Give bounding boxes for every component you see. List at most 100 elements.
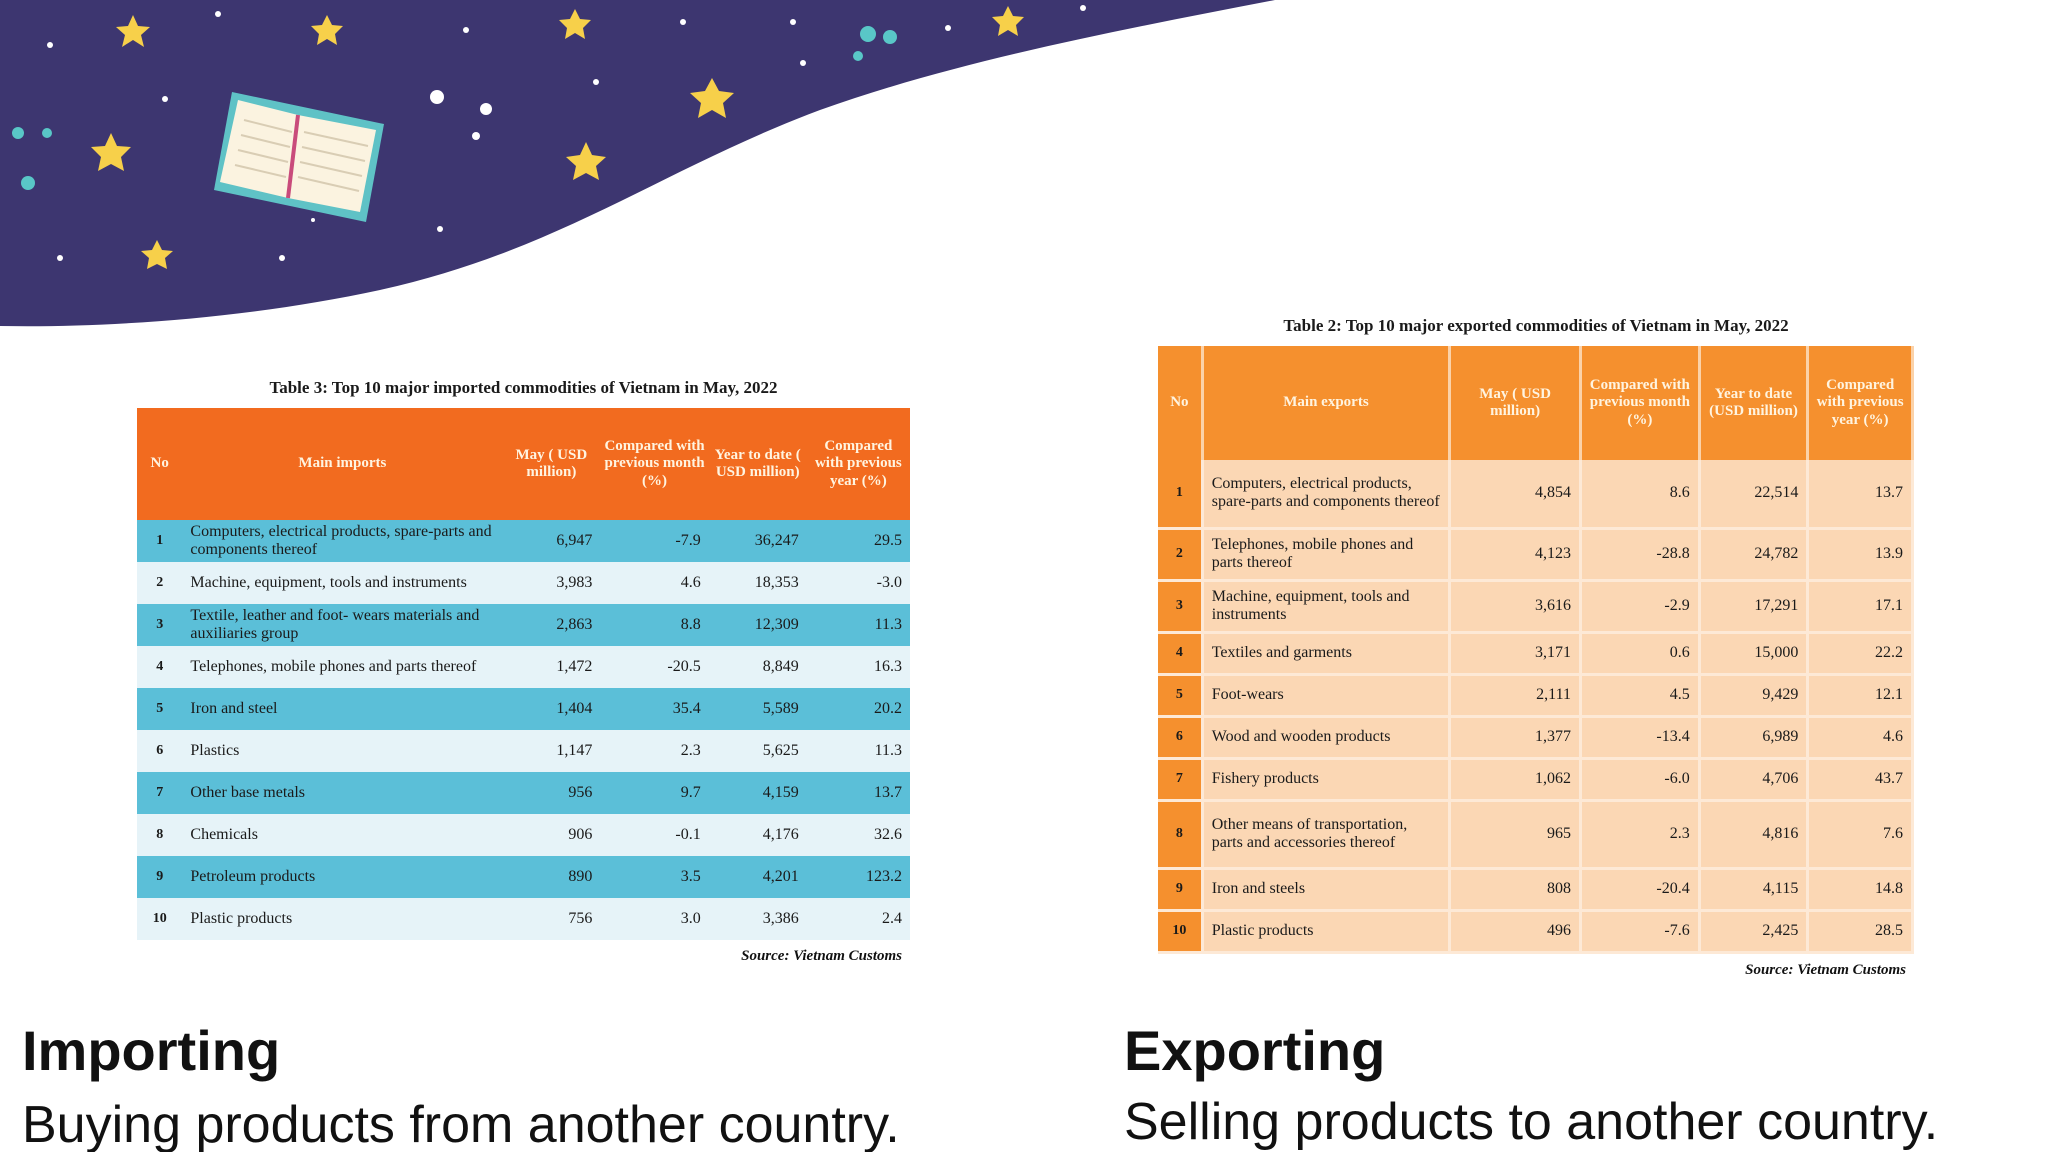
teal-dots — [12, 26, 897, 190]
exports-cell-name: Textiles and garments — [1202, 632, 1452, 676]
exports-table-body: 1 Computers, electrical products, spare-p… — [1158, 460, 1914, 954]
exports-cell-may: 1,377 — [1449, 716, 1582, 760]
exports-header-row: No Main exports May ( USD million) Compa… — [1158, 346, 1914, 460]
exports-cell-mom: -28.8 — [1580, 528, 1701, 582]
exports-cell-name: Other means of transportation, parts and… — [1202, 800, 1452, 870]
imports-cell-mom: 3.5 — [600, 856, 709, 898]
imports-cell-no: 6 — [137, 730, 183, 772]
imports-cell-name: Plastics — [182, 730, 503, 772]
imports-table-title: Table 3: Top 10 major imported commoditi… — [269, 378, 778, 397]
imports-cell-mom: 9.7 — [600, 772, 709, 814]
imports-cell-mom: -20.5 — [600, 646, 709, 688]
exports-cell-mom: -20.4 — [1580, 868, 1701, 912]
imports-cell-mom: -7.9 — [600, 520, 709, 562]
exports-cell-ytd: 15,000 — [1699, 632, 1810, 676]
table-row: 6 Wood and wooden products 1,377 -13.4 6,989… — [1158, 716, 1914, 760]
table-row: 7 Fishery products 1,062 -6.0 4,706 43.7 — [1158, 758, 1914, 802]
imports-cell-name: Textile, leather and foot- wears materia… — [182, 604, 503, 646]
exports-cell-no: 3 — [1158, 580, 1204, 634]
exports-cell-ytd: 6,989 — [1699, 716, 1810, 760]
importing-title: Importing — [22, 1019, 281, 1082]
exports-source: Source: Vietnam Customs — [1745, 961, 1906, 978]
table-row: 3 Textile, leather and foot- wears materi… — [137, 604, 910, 646]
table-row: 9 Iron and steels 808 -20.4 4,115 14.8 — [1158, 868, 1914, 912]
exports-cell-may: 965 — [1449, 800, 1582, 870]
exports-cell-may: 4,854 — [1449, 460, 1582, 530]
exports-cell-ytd: 22,514 — [1699, 460, 1810, 530]
exports-cell-name: Iron and steels — [1202, 868, 1452, 912]
imports-cell-ytd: 4,176 — [708, 814, 807, 856]
exports-cell-name: Computers, electrical products, spare-pa… — [1202, 460, 1452, 530]
night-sky-banner — [0, 0, 1275, 327]
imports-cell-ytd: 36,247 — [708, 520, 807, 562]
exports-cell-ytd: 9,429 — [1699, 674, 1810, 718]
exports-cell-yoy: 17.1 — [1807, 580, 1914, 634]
exports-cell-no: 5 — [1158, 674, 1204, 718]
imports-cell-may: 3,983 — [502, 562, 601, 604]
table-row: 2 Machine, equipment, tools and instrumen… — [137, 562, 910, 604]
imports-cell-name: Other base metals — [182, 772, 503, 814]
exports-cell-may: 2,111 — [1449, 674, 1582, 718]
star-icon — [992, 6, 1024, 36]
table-row: 1 Computers, electrical products, spare-p… — [1158, 460, 1914, 530]
exports-cell-may: 1,062 — [1449, 758, 1582, 802]
exports-cell-mom: 4.5 — [1580, 674, 1701, 718]
exports-cell-ytd: 4,706 — [1699, 758, 1810, 802]
importing-text: Buying products from another country. — [22, 1096, 900, 1152]
exports-cell-mom: -2.9 — [1580, 580, 1701, 634]
imports-cell-ytd: 8,849 — [708, 646, 807, 688]
exports-table-card: Table 2: Top 10 major exported commoditi… — [1158, 306, 1914, 979]
imports-cell-no: 3 — [137, 604, 183, 646]
exports-cell-name: Foot-wears — [1202, 674, 1452, 718]
imports-cell-yoy: 20.2 — [806, 688, 910, 730]
imports-cell-may: 956 — [502, 772, 601, 814]
exporting-text: Selling products to another country. — [1124, 1093, 1939, 1151]
imports-cell-may: 890 — [502, 856, 601, 898]
imports-cell-no: 7 — [137, 772, 183, 814]
imports-header-may: May ( USD million) — [502, 408, 601, 520]
exports-table: No Main exports May ( USD million) Compa… — [1158, 346, 1914, 954]
banner-wave — [0, 0, 1275, 327]
exports-header-yoy: Compared with previous year (%) — [1807, 346, 1914, 460]
star-icon — [559, 9, 591, 39]
imports-cell-no: 9 — [137, 856, 183, 898]
exports-cell-name: Wood and wooden products — [1202, 716, 1452, 760]
exports-cell-ytd: 4,816 — [1699, 800, 1810, 870]
imports-cell-mom: 3.0 — [600, 898, 709, 940]
exports-cell-yoy: 43.7 — [1807, 758, 1914, 802]
imports-cell-no: 5 — [137, 688, 183, 730]
imports-cell-name: Plastic products — [182, 898, 503, 940]
imports-cell-name: Chemicals — [182, 814, 503, 856]
imports-cell-ytd: 18,353 — [708, 562, 807, 604]
imports-source: Source: Vietnam Customs — [741, 948, 902, 964]
exports-cell-ytd: 2,425 — [1699, 910, 1810, 954]
book-icon — [214, 92, 384, 222]
imports-cell-no: 2 — [137, 562, 183, 604]
exports-cell-no: 7 — [1158, 758, 1204, 802]
table-row: 5 Foot-wears 2,111 4.5 9,429 12.1 — [1158, 674, 1914, 718]
imports-cell-may: 1,404 — [502, 688, 601, 730]
exporting-title: Exporting — [1124, 1019, 1386, 1082]
exports-cell-no: 4 — [1158, 632, 1204, 676]
exports-cell-yoy: 14.8 — [1807, 868, 1914, 912]
exports-cell-no: 1 — [1158, 460, 1204, 530]
imports-cell-ytd: 4,159 — [708, 772, 807, 814]
imports-table-card: Table 3: Top 10 major imported commoditi… — [137, 368, 910, 965]
imports-cell-name: Telephones, mobile phones and parts ther… — [182, 646, 503, 688]
exports-cell-may: 496 — [1449, 910, 1582, 954]
imports-cell-may: 1,147 — [502, 730, 601, 772]
exports-table-title: Table 2: Top 10 major exported commoditi… — [1283, 316, 1789, 335]
imports-header-mom: Compared with previous month (%) — [600, 408, 709, 520]
exports-cell-yoy: 13.9 — [1807, 528, 1914, 582]
table-row: 9 Petroleum products 890 3.5 4,201 123.2 — [137, 856, 910, 898]
exports-cell-ytd: 24,782 — [1699, 528, 1810, 582]
imports-cell-may: 906 — [502, 814, 601, 856]
exports-cell-ytd: 17,291 — [1699, 580, 1810, 634]
table-row: 2 Telephones, mobile phones and parts the… — [1158, 528, 1914, 582]
imports-cell-no: 4 — [137, 646, 183, 688]
table-row: 6 Plastics 1,147 2.3 5,625 11.3 — [137, 730, 910, 772]
imports-cell-mom: 2.3 — [600, 730, 709, 772]
exports-cell-mom: 2.3 — [1580, 800, 1701, 870]
exports-cell-may: 3,171 — [1449, 632, 1582, 676]
imports-cell-may: 2,863 — [502, 604, 601, 646]
